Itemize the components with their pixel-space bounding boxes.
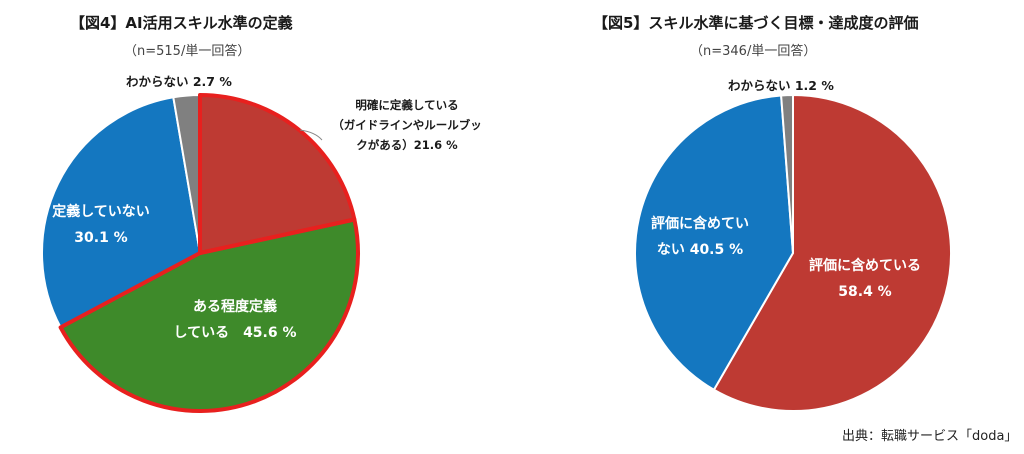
fig5-label-not-line1: 評価に含めてい	[651, 216, 749, 232]
source-credit: 出典：転職サービス「doda」	[842, 429, 1018, 444]
fig4-label-clear-line1: 明確に定義している	[355, 98, 459, 112]
pie-slice	[780, 93, 794, 254]
fig5-label-not-included: 評価に含めてい ない 40.5 %	[640, 211, 760, 263]
pie-slice	[41, 96, 202, 329]
fig4-label-clear-line2: （ガイドラインやルールブッ	[332, 118, 482, 132]
fig5-subtitle: （n=346/単一回答）	[690, 44, 817, 59]
leader-line	[299, 129, 323, 141]
fig5-label-not-line2: ない 40.5 %	[656, 242, 744, 258]
fig4-label-some-defined: ある程度定義 している 45.6 %	[160, 294, 310, 346]
fig5-label-unknown: わからない 1.2 %	[728, 78, 834, 93]
fig5-label-yes-line2: 58.4 %	[838, 284, 892, 300]
fig4-label-some-line1: ある程度定義	[193, 299, 277, 315]
fig4-label-clear-line3: クがある）21.6 %	[356, 138, 458, 152]
fig4-label-unknown: わからない 2.7 %	[126, 74, 232, 89]
fig5-title: 【図5】スキル水準に基づく目標・達成度の評価	[593, 14, 919, 32]
pie-chart-fig4	[41, 93, 360, 413]
fig5-label-included: 評価に含めている 58.4 %	[795, 253, 935, 305]
fig4-label-some-line2: している 45.6 %	[173, 325, 297, 341]
pie-slice	[712, 93, 952, 412]
highlight-border	[198, 93, 357, 255]
fig4-label-not-line1: 定義していない	[52, 204, 150, 220]
fig4-label-not-defined: 定義していない 30.1 %	[45, 199, 157, 251]
highlight-border	[58, 217, 360, 413]
fig4-subtitle: （n=515/単一回答）	[124, 44, 251, 59]
fig4-label-clear: 明確に定義している （ガイドラインやルールブッ クがある）21.6 %	[332, 95, 482, 155]
pie-chart-fig5	[634, 93, 952, 412]
fig5-label-yes-line1: 評価に含めている	[809, 258, 921, 274]
fig4-label-not-line2: 30.1 %	[74, 230, 128, 246]
pie-slice	[634, 94, 795, 392]
fig4-title: 【図4】AI活用スキル水準の定義	[70, 14, 293, 32]
